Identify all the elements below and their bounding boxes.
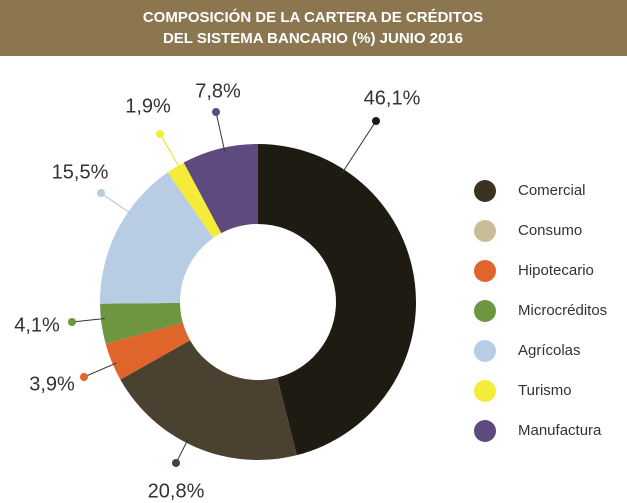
leader-line (175, 438, 189, 464)
leader-dot (156, 130, 164, 138)
legend-marker (474, 340, 496, 362)
leader-dot (212, 108, 220, 116)
value-label: 46,1% (364, 87, 421, 109)
chart-title: DEL SISTEMA BANCARIO (%) JUNIO 2016 (163, 30, 463, 47)
legend-marker (474, 420, 496, 442)
value-label: 20,8% (148, 480, 205, 502)
leader-line (100, 192, 132, 215)
legend-label: Manufactura (518, 422, 602, 439)
value-label: 4,1% (14, 314, 60, 336)
leader-dot (80, 373, 88, 381)
value-label: 7,8% (195, 80, 241, 102)
legend-label: Hipotecario (518, 262, 594, 279)
donut-slice (120, 340, 297, 461)
value-label: 1,9% (125, 95, 171, 117)
leader-line (215, 111, 226, 152)
donut-slice (105, 322, 191, 380)
donut-slice (100, 302, 183, 344)
donut-slice (183, 144, 258, 234)
value-label: 15,5% (52, 161, 109, 183)
value-label: 3,9% (29, 373, 75, 395)
title-bar (0, 0, 627, 56)
legend-marker (474, 220, 496, 242)
leader-line (83, 362, 117, 378)
leader-dot (172, 459, 180, 467)
legend-marker (474, 380, 496, 402)
leader-line (159, 133, 181, 170)
donut-slice (167, 162, 222, 239)
donut-slice (258, 144, 417, 456)
legend-label: Consumo (518, 222, 582, 239)
leader-line (71, 317, 105, 323)
legend-label: Microcréditos (518, 302, 607, 319)
legend-marker (474, 300, 496, 322)
legend-label: Turismo (518, 382, 572, 399)
chart-title: COMPOSICIÓN DE LA CARTERA DE CRÉDITOS (143, 8, 483, 26)
legend-label: Agrícolas (518, 342, 581, 359)
donut-slice (99, 172, 214, 304)
legend-marker (474, 260, 496, 282)
leader-dot (97, 189, 105, 197)
leader-dot (372, 117, 380, 125)
leader-line (341, 120, 377, 174)
legend-marker (474, 180, 496, 202)
legend-label: Comercial (518, 182, 586, 199)
leader-dot (68, 318, 76, 326)
